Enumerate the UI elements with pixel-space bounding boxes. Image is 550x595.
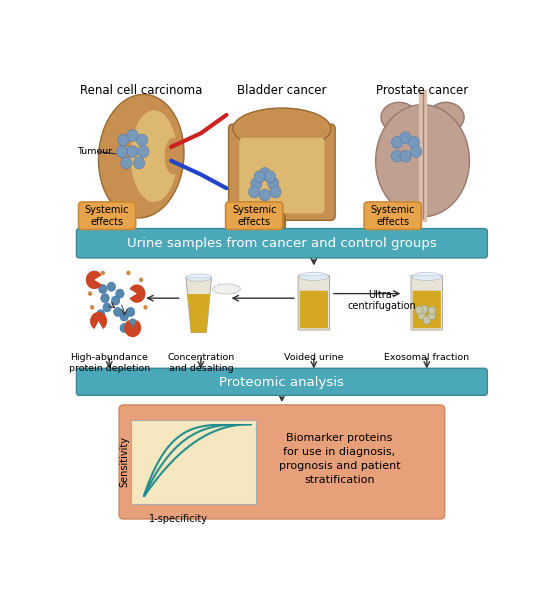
- Circle shape: [134, 157, 145, 169]
- FancyBboxPatch shape: [229, 124, 335, 220]
- Ellipse shape: [412, 273, 442, 281]
- FancyBboxPatch shape: [76, 368, 487, 395]
- Circle shape: [113, 308, 122, 317]
- Circle shape: [120, 324, 128, 333]
- Circle shape: [428, 306, 436, 315]
- FancyBboxPatch shape: [239, 138, 324, 214]
- Wedge shape: [90, 312, 107, 329]
- Circle shape: [409, 136, 420, 148]
- Ellipse shape: [381, 102, 417, 132]
- FancyBboxPatch shape: [79, 202, 136, 230]
- Circle shape: [101, 271, 105, 275]
- Text: Ultra-
centrifugation: Ultra- centrifugation: [348, 290, 416, 311]
- Circle shape: [136, 134, 147, 146]
- Circle shape: [98, 284, 107, 293]
- Circle shape: [400, 150, 411, 162]
- FancyBboxPatch shape: [412, 291, 441, 328]
- Circle shape: [120, 312, 128, 321]
- Circle shape: [423, 316, 431, 324]
- Ellipse shape: [98, 95, 184, 218]
- Circle shape: [251, 178, 262, 190]
- Circle shape: [392, 136, 403, 148]
- Circle shape: [101, 293, 109, 303]
- Circle shape: [254, 171, 265, 183]
- Text: Renal cell carcinoma: Renal cell carcinoma: [80, 84, 202, 97]
- Text: Urine samples from cancer and control groups: Urine samples from cancer and control gr…: [127, 237, 437, 250]
- Circle shape: [127, 146, 138, 158]
- Text: Bladder cancer: Bladder cancer: [237, 84, 327, 97]
- Ellipse shape: [130, 110, 178, 202]
- Circle shape: [249, 186, 260, 198]
- Wedge shape: [124, 320, 141, 337]
- Circle shape: [418, 311, 426, 320]
- Circle shape: [121, 157, 132, 169]
- Circle shape: [126, 325, 135, 334]
- Circle shape: [116, 289, 124, 298]
- Ellipse shape: [186, 274, 212, 281]
- Text: 1-specificity: 1-specificity: [149, 515, 208, 524]
- Circle shape: [259, 189, 271, 201]
- Text: Systemic
effects: Systemic effects: [371, 205, 415, 227]
- Text: Sensitivity: Sensitivity: [119, 437, 129, 487]
- Ellipse shape: [213, 284, 240, 294]
- Polygon shape: [188, 294, 210, 333]
- FancyBboxPatch shape: [411, 275, 443, 330]
- Circle shape: [392, 150, 403, 162]
- Circle shape: [411, 146, 422, 158]
- Circle shape: [265, 171, 276, 183]
- Circle shape: [103, 303, 111, 312]
- Circle shape: [88, 292, 92, 296]
- Circle shape: [144, 305, 147, 309]
- Text: Systemic
effects: Systemic effects: [85, 205, 129, 227]
- Ellipse shape: [428, 102, 464, 132]
- Circle shape: [139, 277, 144, 282]
- Wedge shape: [86, 271, 102, 289]
- Circle shape: [107, 282, 116, 292]
- Circle shape: [270, 186, 281, 198]
- Ellipse shape: [376, 105, 469, 217]
- Circle shape: [90, 305, 95, 309]
- Ellipse shape: [164, 138, 182, 174]
- Text: Voided urine: Voided urine: [284, 353, 344, 362]
- Circle shape: [259, 168, 271, 180]
- FancyBboxPatch shape: [300, 291, 328, 328]
- Circle shape: [111, 296, 120, 305]
- Text: Tumour: Tumour: [77, 147, 113, 156]
- Circle shape: [428, 311, 436, 320]
- Wedge shape: [130, 284, 145, 303]
- FancyBboxPatch shape: [298, 275, 329, 330]
- Circle shape: [268, 178, 279, 190]
- FancyBboxPatch shape: [226, 202, 283, 230]
- Circle shape: [118, 134, 129, 146]
- Circle shape: [129, 319, 137, 328]
- Ellipse shape: [299, 273, 329, 281]
- Circle shape: [415, 306, 423, 314]
- Circle shape: [127, 130, 138, 142]
- Circle shape: [126, 308, 135, 317]
- Text: Exosomal fraction: Exosomal fraction: [384, 353, 469, 362]
- Circle shape: [96, 309, 105, 319]
- Circle shape: [400, 132, 411, 144]
- Circle shape: [126, 271, 130, 275]
- Text: Proteomic analysis: Proteomic analysis: [219, 375, 344, 389]
- FancyBboxPatch shape: [76, 228, 487, 258]
- FancyBboxPatch shape: [119, 405, 445, 519]
- FancyBboxPatch shape: [130, 419, 256, 505]
- Text: High-abundance
protein depletion: High-abundance protein depletion: [69, 353, 150, 373]
- Circle shape: [138, 146, 149, 158]
- Text: Systemic
effects: Systemic effects: [232, 205, 277, 227]
- Text: Prostate cancer: Prostate cancer: [376, 84, 469, 97]
- FancyBboxPatch shape: [364, 202, 421, 230]
- Text: Biomarker proteins
for use in diagnosis,
prognosis and patient
stratification: Biomarker proteins for use in diagnosis,…: [279, 433, 400, 484]
- Text: Concentration
and desalting: Concentration and desalting: [167, 353, 234, 373]
- Circle shape: [420, 305, 428, 314]
- Polygon shape: [186, 277, 212, 333]
- Ellipse shape: [233, 108, 331, 149]
- Circle shape: [117, 146, 128, 158]
